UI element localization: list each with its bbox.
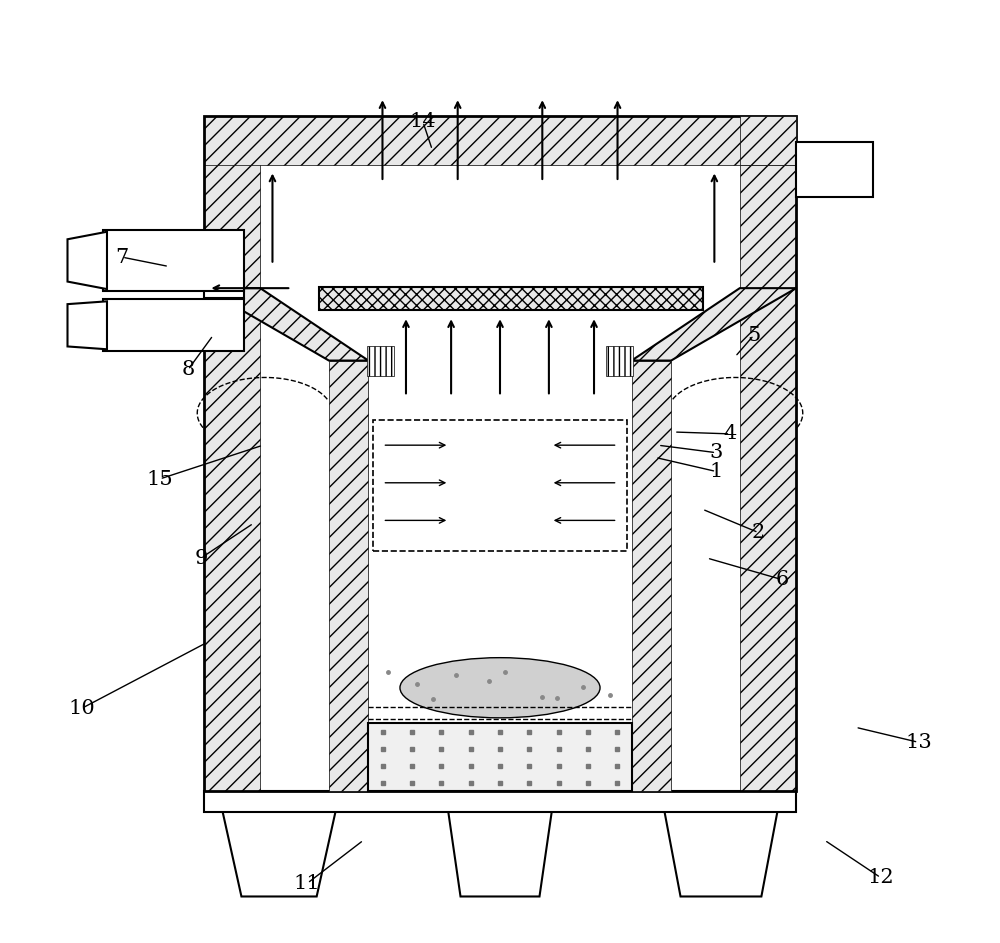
Text: 15: 15 [146,470,173,488]
Bar [204,116,796,165]
Text: 12: 12 [867,869,894,887]
Text: 3: 3 [710,443,723,462]
Text: 6: 6 [775,571,789,589]
Bar [740,116,796,165]
Bar [204,279,244,298]
Text: 14: 14 [410,112,436,131]
Text: 9: 9 [194,549,208,568]
Bar [204,116,796,791]
Polygon shape [223,812,335,897]
Bar [367,345,394,375]
Bar [204,791,796,812]
Text: 1: 1 [710,462,723,481]
Bar [740,116,796,791]
Bar [368,723,632,791]
Bar [319,288,703,310]
Polygon shape [204,289,368,360]
Bar [329,360,368,791]
Polygon shape [67,302,107,349]
Text: 8: 8 [181,360,194,379]
Polygon shape [67,232,107,290]
Bar [319,288,703,310]
Text: 13: 13 [905,733,932,752]
Text: 11: 11 [294,874,321,893]
Text: 5: 5 [747,325,760,345]
Bar [606,345,633,375]
Text: 2: 2 [752,523,765,542]
Polygon shape [665,812,777,897]
Bar [796,142,873,197]
Bar [103,230,244,291]
Text: 4: 4 [724,424,737,443]
Polygon shape [448,812,552,897]
Text: 7: 7 [115,248,129,267]
Bar [103,300,244,351]
Bar [373,420,627,552]
Polygon shape [632,289,796,360]
Ellipse shape [400,657,600,718]
Text: 10: 10 [68,699,95,718]
Bar [204,116,260,791]
Bar [632,360,671,791]
